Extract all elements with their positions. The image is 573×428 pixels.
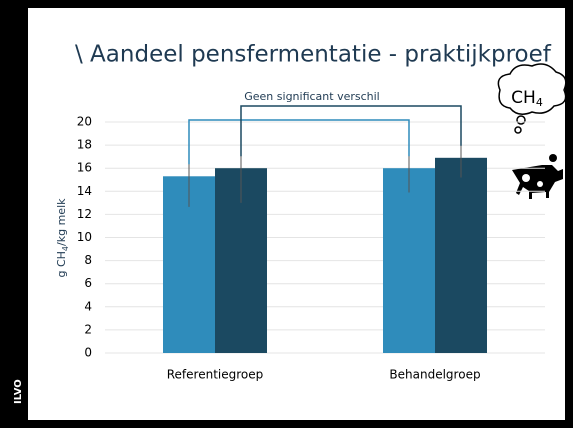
y-axis-label: g CH4/kg melk [55,198,70,278]
y-label-text: g CH [55,251,68,277]
annotation: Geen significant verschil [244,90,380,103]
slide: ILVO \ Aandeel pensfermentatie - praktij… [0,0,573,428]
y-tick-label: 14 [77,184,92,198]
y-tick-label: 4 [84,299,92,313]
y-tick-label: 18 [77,138,92,152]
y-label-text: /kg melk [55,198,68,246]
logo: ILVO [13,379,24,404]
bar [435,158,487,353]
y-tick-label: 6 [84,276,92,290]
bar [383,168,435,353]
slide-title: \ Aandeel pensfermentatie - praktijkproe… [75,42,552,68]
icon-text: CH [511,88,536,108]
x-tick-label: Referentiegroep [167,368,264,382]
y-tick-label: 16 [77,161,92,175]
y-tick-label: 20 [77,115,92,129]
y-tick-label: 12 [77,207,92,221]
y-tick-label: 0 [84,346,92,360]
y-tick-label: 2 [84,322,92,336]
y-tick-label: 10 [77,230,92,244]
x-tick-label: Behandelgroep [389,368,480,382]
icon-subscript: 4 [536,96,543,109]
y-tick-label: 8 [84,253,92,267]
